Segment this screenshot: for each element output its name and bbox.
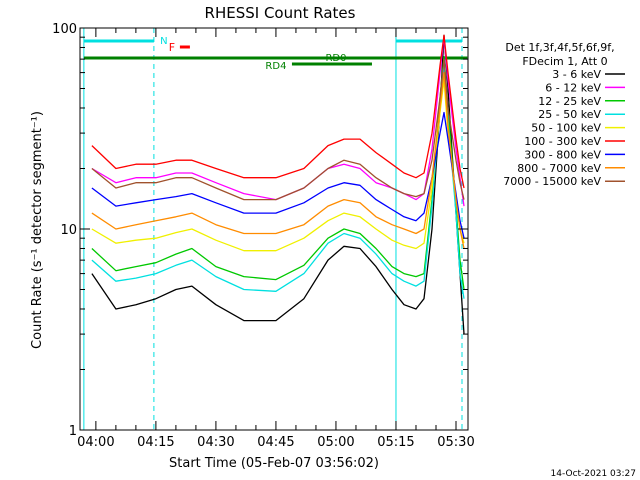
legend-header-line-1: Det 1f,3f,4f,5f,6f,9f, xyxy=(505,41,614,54)
series-line-2 xyxy=(91,56,465,290)
series-line-5 xyxy=(91,34,465,189)
legend-label: 25 - 50 keV xyxy=(538,108,601,121)
series-line-6 xyxy=(91,111,465,239)
x-tick-label: 05:15 xyxy=(377,435,414,450)
series-line-8 xyxy=(91,58,465,201)
legend-label: 50 - 100 keV xyxy=(531,122,601,135)
legend-label: 100 - 300 keV xyxy=(524,135,601,148)
plot-frame xyxy=(79,27,469,431)
x-tick-label: 04:45 xyxy=(257,435,294,450)
legend-label: 7000 - 15000 keV xyxy=(503,175,601,188)
x-tick-label: 04:15 xyxy=(137,435,174,450)
x-tick-label: 04:00 xyxy=(77,435,114,450)
flare-annotation: F xyxy=(169,41,175,54)
rd4-annotation: RD4 xyxy=(265,61,286,72)
x-tick-label: 04:30 xyxy=(197,435,234,450)
night-annotation: N xyxy=(160,36,167,47)
x-tick-label: 05:30 xyxy=(437,435,474,450)
legend-label: 800 - 7000 keV xyxy=(517,162,601,175)
legend-header-line-2: FDecim 1, Att 0 xyxy=(522,55,607,68)
chart-title: RHESSI Count Rates xyxy=(205,4,356,22)
footer-timestamp: 14-Oct-2021 03:27 xyxy=(551,469,636,479)
y-tick-label: 10 xyxy=(60,223,77,238)
legend-label: 6 - 12 keV xyxy=(545,81,601,94)
legend-label: 12 - 25 keV xyxy=(538,95,601,108)
x-tick-label: 05:00 xyxy=(317,435,354,450)
legend-label: 300 - 800 keV xyxy=(524,148,601,161)
rd0-annotation: RD0 xyxy=(325,53,346,64)
legend-label: 3 - 6 keV xyxy=(552,68,601,81)
x-axis-label: Start Time (05-Feb-07 03:56:02) xyxy=(169,456,379,471)
y-tick-label: 100 xyxy=(52,22,77,37)
y-tick-label: 1 xyxy=(69,424,77,439)
series-line-7 xyxy=(91,71,465,249)
y-axis-label: Count Rate (s⁻¹ detector segment⁻¹) xyxy=(30,111,45,349)
